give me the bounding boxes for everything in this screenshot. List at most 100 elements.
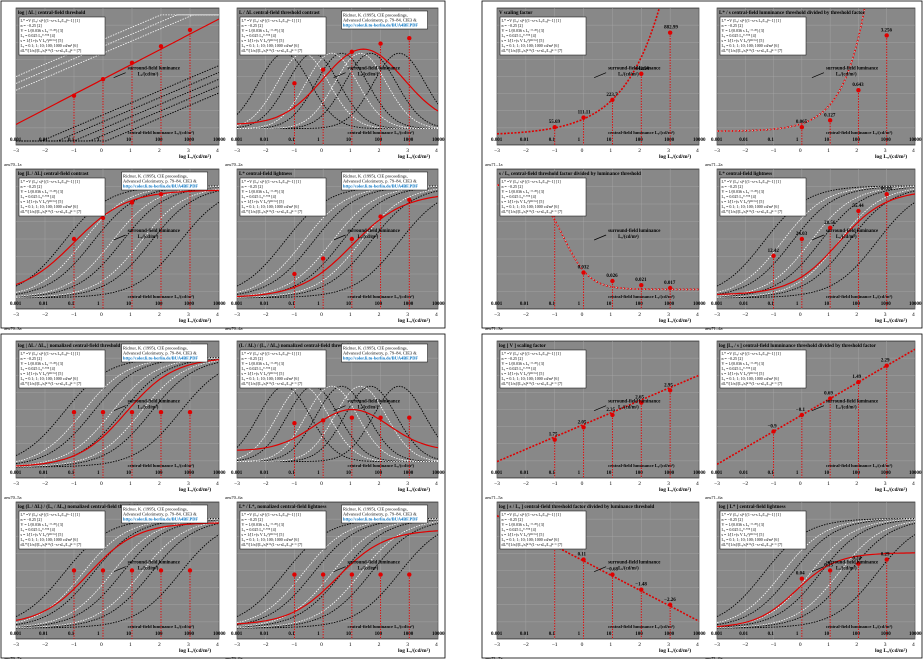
formula-box [18,349,106,389]
data-point [552,124,557,130]
x-tick-label: −3 [13,148,19,154]
luminance-tick-label: 1000 [664,138,675,143]
data-point [407,415,412,420]
luminance-tick-label: 1000 [403,471,414,476]
x-tick-label: −3 [13,642,19,648]
data-label: 55.44 [852,204,864,209]
x-tick-label: −1 [71,481,77,487]
x-tick-label: 2 [855,148,858,154]
formula-box [18,16,106,56]
luminance-tick-label: 10 [824,471,830,476]
formula-line: n = −0.25 [2] [502,356,524,361]
x-tick-label: 3 [884,148,887,154]
main-curve [16,189,219,286]
luminance-tick-label: 0.001 [231,632,243,637]
family-curve-white [16,14,219,91]
formula-line: Lₓ = 0.1; 1; 10; 100; 1000 cd/m² [6] [502,43,560,48]
family-curve [717,185,915,287]
formula-line: L* =V (Lₓ/ s)ⁿ [(1−s+s Lₓ/Lₓ)ⁿ−1] [1] [722,512,782,517]
x-tick-label: 1 [609,642,612,648]
data-label: 1.75 [549,433,558,438]
luminance-tick-label: 0.01 [739,138,748,143]
family-curve [237,519,438,628]
data-label: 0.13 [824,564,833,569]
x-tick-label: 3 [667,642,670,648]
central-field-label: central-field luminance Lₓ/(cd/m²) [128,463,195,468]
data-point [884,557,889,562]
data-point [187,410,193,415]
x-tick-label: −3 [494,481,500,487]
luminance-tick-label: 10 [824,632,830,637]
main-curve [16,522,219,621]
luminance-tick-label: 0.01 [739,471,748,476]
formula-line: s = 1/[1+(s V Lₓ²)¹¹³⁺ⁿ] [5] [502,532,545,537]
luminance-tick-label: 10 [606,138,612,143]
luminance-tick-label: 0.001 [711,302,723,307]
reference-line: Richter, K. (1995), CIE proceedings, [343,13,408,19]
formula-line: V = 1/(0.036 s Lₓ⁻⁰·³⁰) [3] [502,522,545,527]
panel-title: L* central-field lightness [239,172,292,177]
x-tick-label: 2 [158,312,161,318]
data-point [320,418,326,423]
data-label: 3.256 [881,28,893,33]
formula-line: V = 1/(0.036 s Lₓ⁻⁰·³⁰) [3] [502,189,545,194]
x-tick-label: 0 [799,642,802,648]
family-curve-white [16,521,219,628]
family-curve [16,190,219,298]
data-label: 12.42 [768,249,780,254]
luminance-tick-label: 10000 [693,302,706,307]
data-point [856,379,861,385]
formula-line: Lₓ = 0.025 Lₓ⁰·⁷⁰⁵ [4] [242,33,277,38]
formula-box [239,16,327,56]
luminance-tick-label: 0.001 [10,471,22,476]
curve-group [717,518,915,639]
data-point [552,437,557,442]
x-axis-label: log Lₓ/(cd/m²) [179,317,211,324]
panel-code: aeu71–3a [485,326,503,331]
luminance-tick-label: 1000 [184,302,195,307]
formula-line: n = −0.25 [2] [722,517,744,522]
x-tick-label: 2 [855,481,858,487]
x-tick-label: −3 [234,312,240,318]
x-tick-label: 0 [799,148,802,154]
data-point [292,421,297,426]
formula-box [499,16,587,56]
main-curve [237,408,438,451]
luminance-tick-label: 10000 [432,632,445,637]
annotation-arrow [593,566,607,572]
formula-line: s = 1/[1+(s V Lₓ²)¹¹³⁺ⁿ] [5] [21,199,64,204]
luminance-tick-label: 10000 [432,138,445,143]
main-curve [237,195,438,298]
x-tick-label: −2 [742,148,748,154]
reference-link: http://color.li.tu-berlin.de/BUA4BF.PDF [123,517,198,522]
x-tick-label: −1 [552,312,558,318]
x-tick-label: 3 [406,481,409,487]
surround-unit: Lₓ/(cd/m²) [138,405,159,411]
data-point [187,27,193,33]
x-tick-label: 3 [667,148,670,154]
luminance-tick-label: 10 [606,302,612,307]
x-tick-label: 2 [158,481,161,487]
sheet-frame [0,0,446,329]
formula-box [239,349,327,389]
luminance-tick-label: 10000 [213,471,226,476]
x-tick-label: 4 [912,481,915,487]
annotation-arrow [333,566,346,572]
surround-label: surround-field luminance [128,229,180,234]
surround-unit: Lₓ/(cd/m²) [358,405,379,411]
luminance-tick-label: 10 [606,632,612,637]
formula-box [239,510,327,550]
data-point [349,572,355,577]
luminance-tick-label: 0.001 [711,471,723,476]
panel-code: aeu71–2a [705,162,723,167]
data-point [158,568,164,573]
family-curve [16,201,219,299]
x-tick-label: 1 [827,481,830,487]
formula-line: Lₓ = 0.025 Lₓ⁰·⁷⁰⁵ [4] [722,366,757,371]
formula-box [719,16,807,56]
surround-unit: Lₓ/(cd/m²) [138,72,159,78]
